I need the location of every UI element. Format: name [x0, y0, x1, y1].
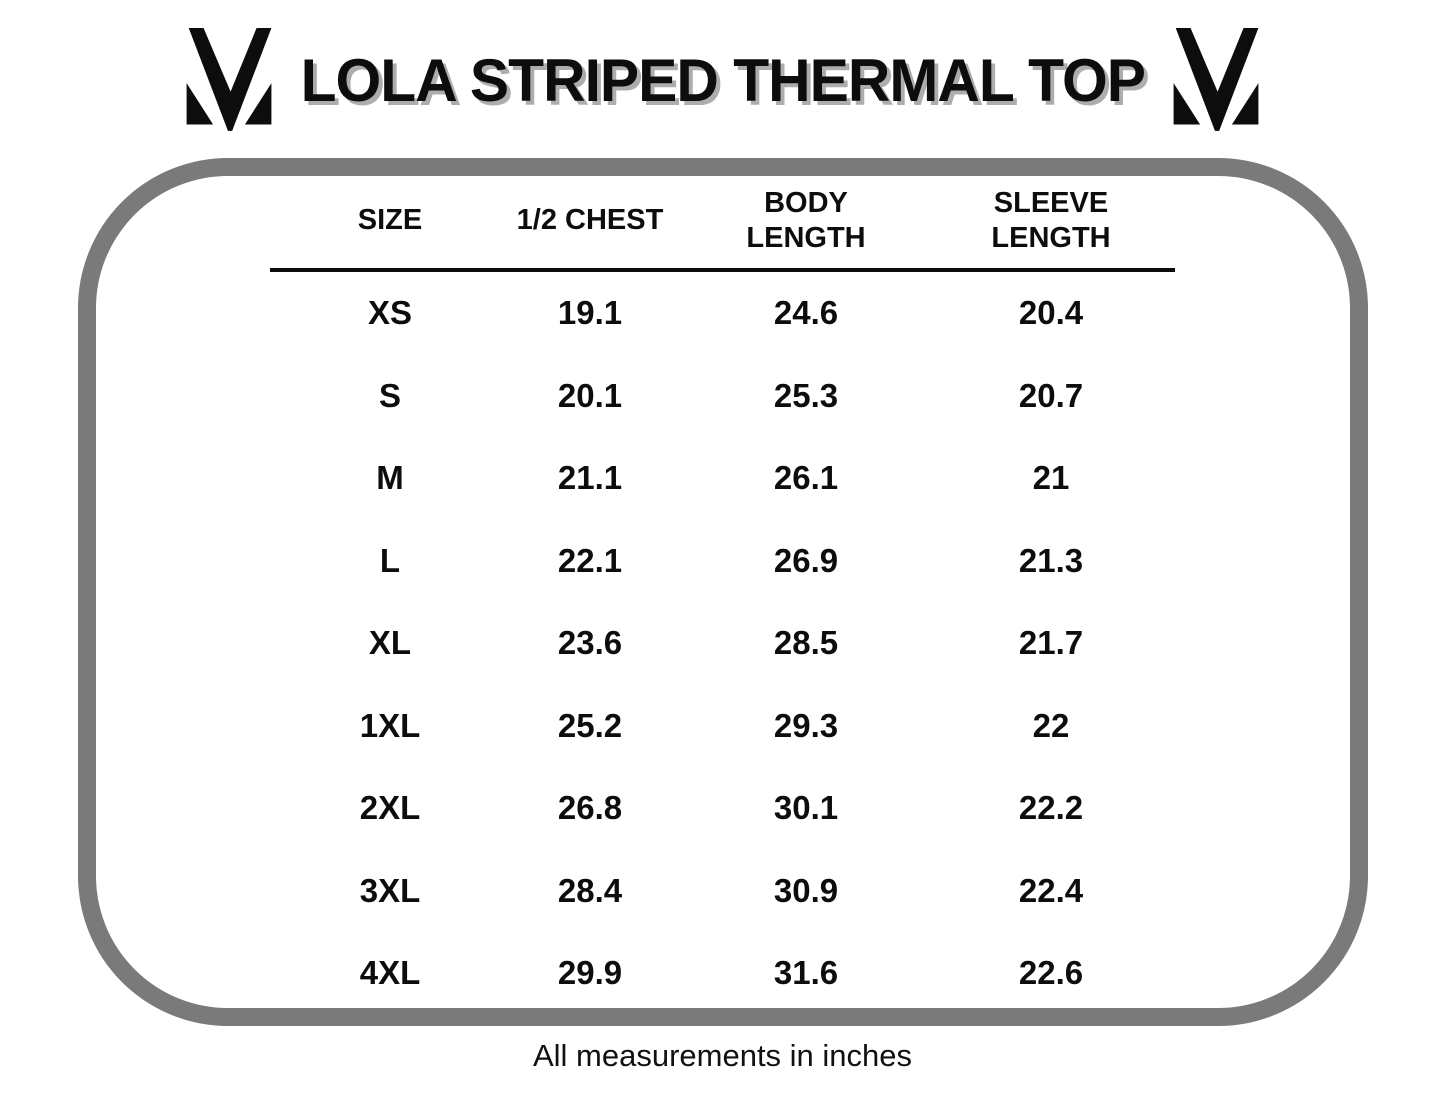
table-row: 4XL 29.9 31.6 22.6: [285, 932, 1175, 1015]
measurement-value-cell: 30.1: [773, 789, 839, 827]
table-row: L 22.1 26.9 21.3: [285, 520, 1175, 603]
measurement-value-cell: 28.4: [557, 871, 623, 909]
measurement-value-cell: 21: [1032, 459, 1070, 497]
footer-note: All measurements in inches: [532, 1038, 913, 1073]
measurement-value-cell: 22.2: [1018, 789, 1084, 827]
table-row: M 21.1 26.1 21: [285, 437, 1175, 520]
brand-header: LOLA STRIPED THERMAL TOP: [0, 18, 1445, 143]
measurement-value-cell: 29.9: [557, 954, 623, 992]
size-chart-frame: [78, 158, 1368, 1026]
size-label-cell: 1XL: [359, 706, 421, 744]
size-label-cell: L: [379, 541, 401, 579]
size-label-cell: M: [376, 459, 404, 497]
measurement-value-cell: 26.8: [557, 789, 623, 827]
size-label-cell: XS: [367, 294, 413, 332]
table-row: 1XL 25.2 29.3 22: [285, 685, 1175, 768]
measurement-value-cell: 20.4: [1018, 294, 1084, 332]
column-header-sleeve-length: SLEEVE LENGTH: [991, 186, 1111, 254]
column-header-size: SIZE: [357, 204, 423, 237]
size-label-cell: 3XL: [359, 871, 421, 909]
size-label-cell: S: [378, 376, 401, 414]
table-header-row: SIZE 1/2 CHEST BODY LENGTH SLEEVE LENGTH: [285, 176, 1175, 266]
table-row: XL 23.6 28.5 21.7: [285, 602, 1175, 685]
size-chart-table: SIZE 1/2 CHEST BODY LENGTH SLEEVE LENGTH…: [270, 176, 1175, 1015]
measurement-value-cell: 31.6: [773, 954, 839, 992]
measurement-value-cell: 25.3: [773, 376, 839, 414]
measurement-value-cell: 22: [1032, 706, 1070, 744]
table-row: 3XL 28.4 30.9 22.4: [285, 850, 1175, 933]
size-label-cell: XL: [368, 624, 412, 662]
measurement-value-cell: 20.7: [1018, 376, 1084, 414]
measurement-value-cell: 22.4: [1018, 871, 1084, 909]
measurement-value-cell: 29.3: [773, 706, 839, 744]
table-row: 2XL 26.8 30.1 22.2: [285, 767, 1175, 850]
measurement-value-cell: 21.1: [557, 459, 623, 497]
column-header-half-chest: 1/2 CHEST: [516, 204, 664, 237]
table-row: XS 19.1 24.6 20.4: [285, 272, 1175, 355]
size-label-cell: 4XL: [359, 954, 421, 992]
measurement-value-cell: 21.7: [1018, 624, 1084, 662]
header-divider-line: [270, 268, 1175, 272]
measurement-value-cell: 24.6: [773, 294, 839, 332]
table-body: XS 19.1 24.6 20.4 S 20.1 25.3 20.7 M 21.1 26.1 21 L 2…: [285, 272, 1175, 1015]
measurement-value-cell: 28.5: [773, 624, 839, 662]
measurement-value-cell: 26.9: [773, 541, 839, 579]
brand-m-logo-icon-left: [176, 25, 282, 137]
measurement-value-cell: 22.6: [1018, 954, 1084, 992]
measurement-value-cell: 21.3: [1018, 541, 1084, 579]
size-label-cell: 2XL: [359, 789, 421, 827]
measurement-value-cell: 20.1: [557, 376, 623, 414]
measurement-value-cell: 23.6: [557, 624, 623, 662]
table-row: S 20.1 25.3 20.7: [285, 355, 1175, 438]
measurement-value-cell: 19.1: [557, 294, 623, 332]
measurement-value-cell: 22.1: [557, 541, 623, 579]
measurement-value-cell: 30.9: [773, 871, 839, 909]
brand-m-logo-icon-right: [1163, 25, 1269, 137]
column-header-body-length: BODY LENGTH: [746, 186, 866, 254]
measurement-value-cell: 26.1: [773, 459, 839, 497]
measurement-value-cell: 25.2: [557, 706, 623, 744]
page-title: LOLA STRIPED THERMAL TOP: [300, 47, 1145, 114]
